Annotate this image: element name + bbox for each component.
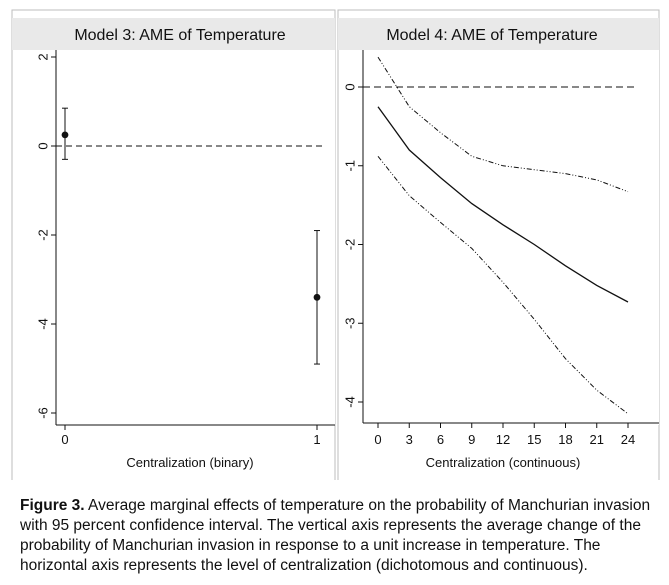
plot-region-left (60, 50, 335, 425)
point-estimate (313, 293, 321, 301)
x-axis-title-left: Centralization (binary) (126, 455, 253, 470)
caption-label: Figure 3. (20, 497, 85, 514)
ci-lower-line (377, 155, 629, 415)
chart-marks: 2 0 -2 -4 -6 0 1 0 -1 -2 -3 -4 0 3 6 9 12 15 18 21 24 (35, 50, 659, 447)
x-tick-label-right: 12 (496, 432, 510, 447)
x-tick-label-right: 15 (527, 432, 541, 447)
x-axis-title-right: Centralization (continuous) (426, 455, 581, 470)
x-tick-label-left: 0 (61, 432, 68, 447)
panel-title-bg-right (338, 18, 659, 50)
y-tick-label-left: -4 (35, 318, 50, 330)
x-tick-label-right: 3 (406, 432, 413, 447)
y-tick-label-left: 2 (35, 53, 50, 60)
y-tick-label-right: -3 (342, 317, 357, 329)
caption-text: Average marginal effects of temperature … (20, 497, 651, 574)
x-tick-label-right: 9 (468, 432, 475, 447)
figure: Model 3: AME of Temperature Model 4: AME… (11, 9, 660, 485)
y-tick-label-left: -6 (35, 407, 50, 419)
panel-title-bg-left (12, 18, 335, 50)
figure-caption: Figure 3. Average marginal effects of te… (20, 496, 660, 576)
y-tick-label-right: -4 (342, 396, 357, 408)
plot-region-right (363, 50, 659, 425)
y-tick-label-right: 0 (342, 83, 357, 90)
x-tick-label-right: 24 (621, 432, 635, 447)
x-tick-label-right: 21 (590, 432, 604, 447)
x-tick-label-right: 18 (558, 432, 572, 447)
chart-svg: Model 3: AME of Temperature Model 4: AME… (11, 9, 660, 485)
y-tick-label-left: -2 (35, 229, 50, 241)
panel-title-left: Model 3: AME of Temperature (74, 27, 285, 44)
estimate-line (377, 106, 629, 303)
x-tick-label-right: 6 (437, 432, 444, 447)
x-tick-label-left: 1 (313, 432, 320, 447)
panel-title-right: Model 4: AME of Temperature (386, 27, 597, 44)
y-tick-label-left: 0 (35, 142, 50, 149)
point-estimate (61, 131, 69, 139)
y-tick-label-right: -2 (342, 239, 357, 251)
ci-upper-line (377, 56, 629, 193)
y-tick-label-right: -1 (342, 160, 357, 172)
x-tick-label-right: 0 (374, 432, 381, 447)
